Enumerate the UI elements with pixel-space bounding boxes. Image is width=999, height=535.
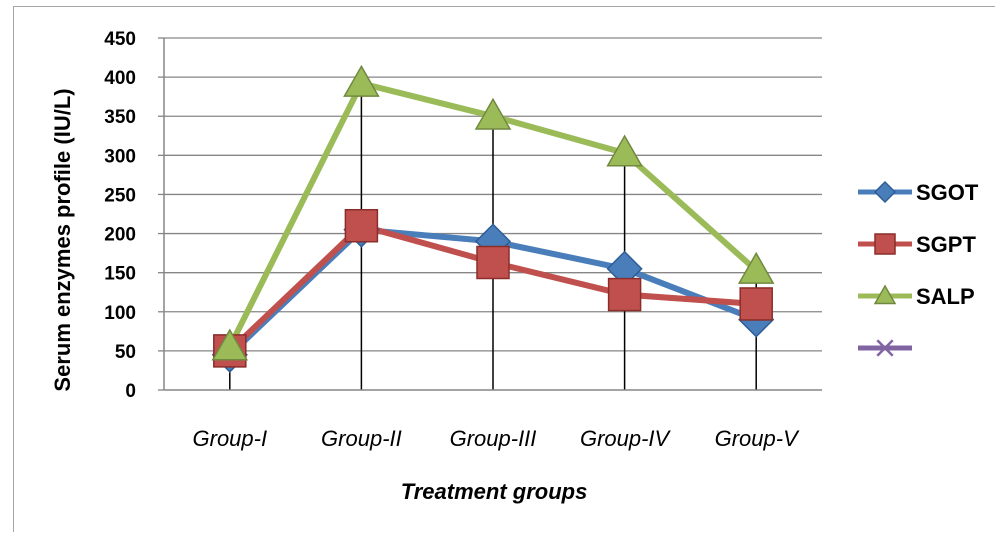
triangle-marker [873, 284, 897, 305]
y-tick-label: 400 [104, 68, 136, 89]
y-tick-label: 100 [104, 303, 136, 324]
x-tick-label: Group-IV [580, 426, 672, 451]
triangle-marker [737, 251, 775, 284]
x-marker-stroke [876, 339, 894, 357]
y-tick-label: 250 [104, 185, 136, 206]
y-tick-label: 0 [125, 381, 136, 402]
triangle-marker [211, 328, 249, 361]
legend-item [858, 339, 912, 357]
x-tick-labels: Group-I Group-II Group-III Group-IV Group-V [193, 426, 801, 451]
y-tick-labels: 0 50 100 150 200 250 300 350 400 450 [104, 29, 136, 402]
x-axis-title: Treatment groups [401, 479, 588, 504]
square-marker [607, 277, 642, 312]
legend: SGOT SGPT SALP [858, 180, 979, 357]
legend-label: SALP [916, 284, 975, 309]
diamond-marker [873, 180, 897, 204]
y-tick-label: 200 [104, 225, 136, 246]
x-tick-label: Group-V [715, 426, 800, 451]
x-tick-label: Group-I [193, 426, 268, 451]
square-marker [344, 208, 379, 243]
axes [163, 38, 822, 391]
y-tick-label: 50 [115, 342, 136, 363]
chart-frame [13, 6, 995, 532]
y-tick-label: 300 [104, 146, 136, 167]
square-marker [476, 245, 510, 280]
legend-item: SGOT [858, 180, 979, 205]
legend-item: SALP [858, 284, 975, 309]
legend-item: SGPT [858, 232, 976, 257]
triangle-marker [343, 64, 380, 97]
triangle-marker [474, 97, 512, 130]
x-tick-label: Group-III [450, 426, 537, 451]
y-axis-title: Serum enzymes profile (IU/L) [50, 88, 75, 391]
triangle-marker [606, 134, 643, 167]
gridlines [158, 37, 822, 391]
legend-label: SGOT [916, 180, 979, 205]
x-tick-label: Group-II [321, 426, 402, 451]
y-tick-label: 150 [104, 264, 136, 285]
square-marker [874, 233, 896, 255]
series-markers [211, 64, 775, 373]
square-marker [739, 287, 773, 321]
y-tick-label: 350 [104, 107, 136, 128]
y-tick-label: 450 [104, 29, 136, 50]
x-marker [876, 339, 894, 357]
legend-label: SGPT [916, 232, 976, 257]
